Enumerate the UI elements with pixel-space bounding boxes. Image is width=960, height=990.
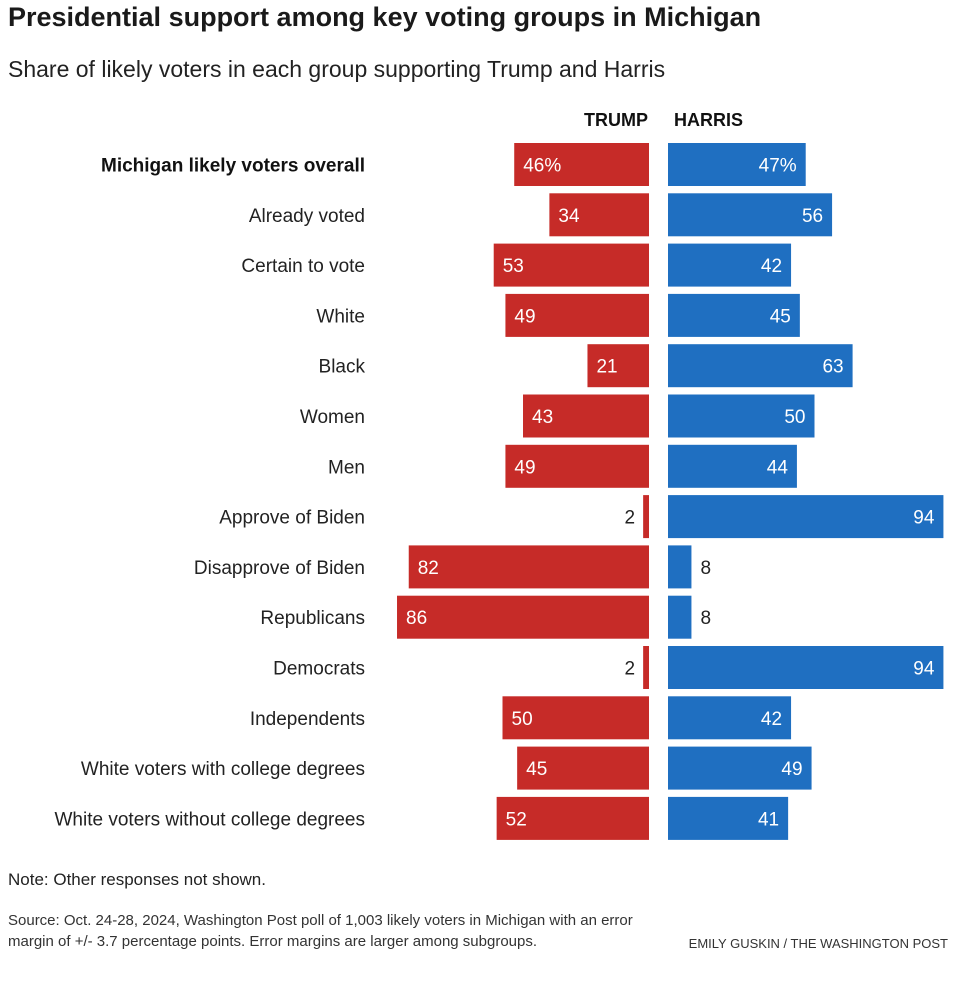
category-label: White voters with college degrees: [81, 759, 365, 780]
trump-value-label: 46%: [523, 156, 561, 177]
trump-value-label: 2: [625, 659, 636, 680]
chart-credit: EMILY GUSKIN / THE WASHINGTON POST: [688, 936, 948, 951]
harris-bar: [668, 646, 944, 689]
chart-subtitle: Share of likely voters in each group sup…: [8, 56, 666, 82]
harris-value-label: 94: [913, 508, 935, 529]
harris-bar: [668, 696, 792, 740]
harris-value-label: 42: [761, 709, 782, 730]
legend-harris: HARRIS: [674, 110, 743, 130]
chart-note: Note: Other responses not shown.: [8, 870, 266, 889]
harris-value-label: 44: [767, 457, 789, 478]
category-label: Black: [319, 357, 366, 378]
trump-value-label: 52: [506, 809, 527, 830]
category-label: Democrats: [273, 659, 365, 680]
harris-bar: [668, 495, 944, 539]
harris-bar: [668, 243, 792, 287]
trump-value-label: 2: [625, 508, 636, 529]
category-label: Independents: [250, 709, 365, 730]
harris-bar: [668, 293, 800, 337]
category-label: Approve of Biden: [219, 508, 365, 529]
trump-value-label: 43: [532, 407, 553, 428]
trump-value-label: 21: [596, 357, 617, 378]
trump-value-label: 53: [503, 256, 524, 277]
harris-bar: [668, 746, 812, 790]
trump-value-label: 45: [526, 759, 547, 780]
harris-value-label: 8: [700, 558, 711, 579]
category-label: Women: [300, 407, 365, 428]
harris-value-label: 41: [758, 809, 779, 830]
harris-value-label: 45: [770, 306, 791, 327]
category-label: Men: [328, 457, 365, 478]
harris-bar: [668, 394, 815, 438]
harris-bar: [668, 344, 853, 388]
category-label: Already voted: [249, 206, 365, 227]
harris-bar: [668, 796, 789, 840]
harris-bar: [668, 143, 806, 186]
harris-value-label: 56: [802, 206, 823, 227]
harris-value-label: 49: [781, 759, 802, 780]
harris-value-label: 63: [822, 357, 843, 378]
trump-bar: [514, 143, 649, 186]
diverging-bar-chart: TRUMP HARRIS Michigan likely voters over…: [55, 110, 944, 840]
trump-bar: [408, 545, 649, 589]
harris-bar: [668, 193, 833, 237]
trump-value-label: 82: [418, 558, 439, 579]
trump-bar: [493, 243, 649, 287]
harris-bar: [668, 595, 692, 639]
trump-bar: [496, 796, 649, 840]
trump-bar: [397, 595, 649, 639]
chart-source: Source: Oct. 24-28, 2024, Washington Pos…: [8, 912, 633, 950]
trump-bar: [505, 444, 649, 488]
trump-value-label: 49: [514, 457, 535, 478]
harris-value-label: 94: [913, 659, 935, 680]
bar-rows: Michigan likely voters overall 46% 47% Alre…: [55, 143, 944, 840]
chart-title: Presidential support among key voting gr…: [8, 2, 762, 32]
harris-value-label: 8: [700, 608, 711, 629]
category-label: White voters without college degrees: [55, 809, 366, 830]
harris-bar: [668, 545, 692, 589]
harris-value-label: 42: [761, 256, 782, 277]
harris-value-label: 47%: [759, 156, 797, 177]
category-label: Republicans: [260, 608, 365, 629]
trump-bar: [505, 293, 649, 337]
trump-value-label: 34: [558, 206, 580, 227]
category-label: Disapprove of Biden: [194, 558, 365, 579]
category-label: Certain to vote: [241, 256, 365, 277]
trump-bar: [643, 646, 649, 689]
trump-bar: [549, 193, 649, 237]
trump-value-label: 49: [514, 306, 535, 327]
category-label: Michigan likely voters overall: [101, 156, 365, 177]
trump-bar: [643, 495, 649, 539]
trump-bar: [502, 696, 649, 740]
trump-value-label: 50: [512, 709, 533, 730]
category-label: White: [316, 306, 365, 327]
legend-trump: TRUMP: [584, 110, 648, 130]
harris-value-label: 50: [784, 407, 805, 428]
trump-bar: [517, 746, 649, 790]
trump-bar: [587, 344, 649, 388]
trump-value-label: 86: [406, 608, 427, 629]
trump-bar: [523, 394, 649, 438]
harris-bar: [668, 444, 797, 488]
